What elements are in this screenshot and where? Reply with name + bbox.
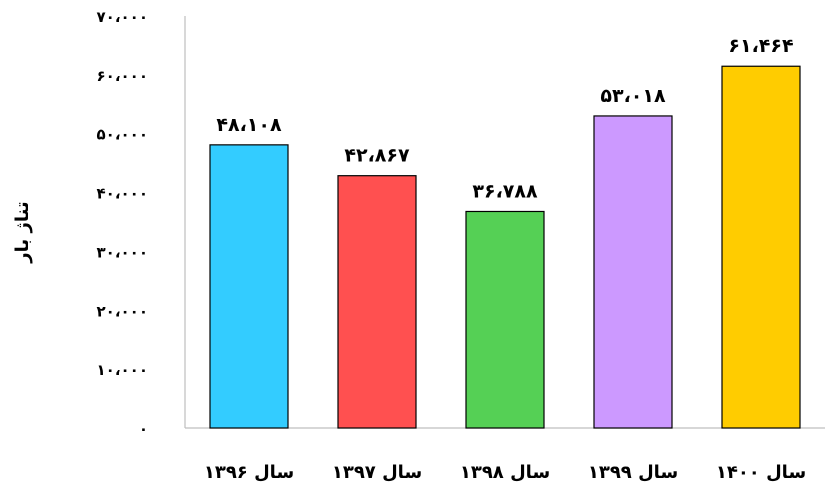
y-tick-label: ۰ [139,420,148,438]
data-labels: ۴۸،۱۰۸ ۴۲،۸۶۷ ۳۶،۷۸۸ ۵۳،۰۱۸ ۶۱،۴۶۴ [216,35,793,202]
x-tick-label: سال ۱۴۰۰ [716,462,806,483]
data-label: ۶۱،۴۶۴ [728,35,793,57]
x-tick-label: سال ۱۳۹۹ [588,462,678,483]
y-tick-label: ۵۰،۰۰۰ [97,126,148,144]
y-tick-label: ۴۰،۰۰۰ [97,185,148,203]
x-axis-labels: سال ۱۳۹۶ سال ۱۳۹۷ سال ۱۳۹۸ سال ۱۳۹۹ سال ۱۴۰۰ [204,462,806,483]
bar [593,115,673,429]
data-label: ۳۶،۷۸۸ [472,180,538,202]
x-tick-label: سال ۱۳۹۷ [332,462,422,483]
y-tick-label: ۱۰،۰۰۰ [97,361,148,379]
bar [209,144,289,429]
data-label: ۵۳،۰۱۸ [600,85,666,107]
x-tick-label: سال ۱۳۹۸ [460,462,550,483]
data-label: ۴۲،۸۶۷ [344,145,410,167]
y-axis-ticks: ۰ ۱۰،۰۰۰ ۲۰،۰۰۰ ۳۰،۰۰۰ ۴۰،۰۰۰ ۵۰،۰۰۰ ۶۰،۰۰۰ ۷۰،… [97,8,148,438]
bar [337,175,417,429]
y-tick-label: ۶۰،۰۰۰ [97,67,148,85]
bar [721,65,801,429]
y-tick-label: ۳۰،۰۰۰ [97,243,148,261]
bar [465,210,545,429]
data-label: ۴۸،۱۰۸ [216,114,282,136]
x-tick-label: سال ۱۳۹۶ [204,462,294,483]
bars [209,65,801,429]
y-axis-title: تناژ بار [12,201,33,263]
y-tick-label: ۷۰،۰۰۰ [97,8,148,26]
y-tick-label: ۲۰،۰۰۰ [97,302,148,320]
